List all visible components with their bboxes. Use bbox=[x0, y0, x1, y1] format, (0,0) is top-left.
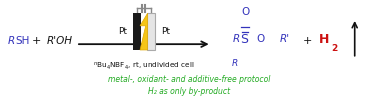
Text: O: O bbox=[241, 7, 249, 17]
Text: Pt: Pt bbox=[118, 27, 127, 36]
Polygon shape bbox=[140, 13, 147, 50]
Text: H₂ as only by-product: H₂ as only by-product bbox=[148, 87, 230, 96]
Text: metal-, oxidant- and additive-free protocol: metal-, oxidant- and additive-free proto… bbox=[108, 75, 270, 84]
Text: SH: SH bbox=[16, 36, 30, 46]
FancyBboxPatch shape bbox=[147, 13, 155, 50]
Text: R: R bbox=[232, 59, 238, 68]
Text: H: H bbox=[319, 33, 329, 46]
Text: R: R bbox=[8, 36, 15, 46]
Text: Pt: Pt bbox=[161, 27, 170, 36]
Text: O: O bbox=[256, 34, 265, 44]
Text: +: + bbox=[32, 36, 41, 46]
Text: R'OH: R'OH bbox=[46, 36, 73, 46]
Text: $^n$Bu$_4$NBF$_4$, rt, undivided cell: $^n$Bu$_4$NBF$_4$, rt, undivided cell bbox=[93, 61, 195, 72]
Text: R': R' bbox=[279, 34, 290, 44]
Text: 2: 2 bbox=[332, 44, 338, 54]
Text: R: R bbox=[232, 34, 240, 44]
Text: S: S bbox=[240, 33, 248, 46]
Text: +: + bbox=[303, 36, 312, 46]
FancyBboxPatch shape bbox=[133, 13, 141, 50]
